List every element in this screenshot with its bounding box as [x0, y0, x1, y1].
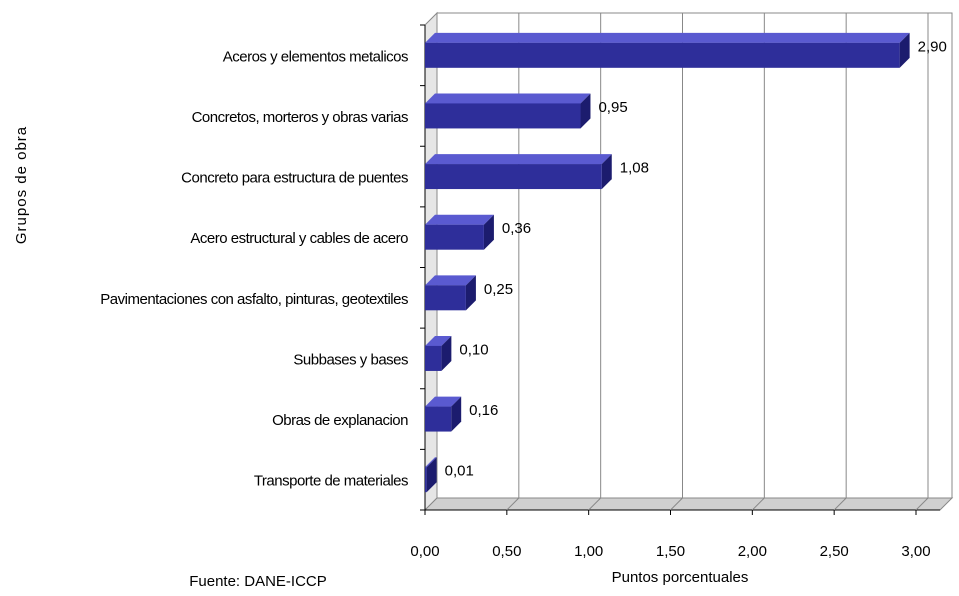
grid-line	[588, 497, 602, 511]
bar-side	[451, 396, 462, 432]
y-tick-label: Concreto para estructura de puentes	[181, 170, 408, 187]
y-tick-label: Aceros y elementos metalicos	[223, 48, 408, 65]
y-tick-label: Pavimentaciones con asfalto, pinturas, g…	[100, 291, 408, 308]
value-label: 0,10	[459, 341, 488, 358]
bar-side	[483, 214, 494, 250]
grid-line	[915, 497, 929, 511]
bar-top	[425, 154, 612, 165]
value-label: 0,36	[502, 220, 531, 237]
x-tick-label: 1,50	[656, 543, 685, 560]
bar-side	[465, 275, 476, 311]
grid-line	[670, 497, 683, 511]
x-tick-label: 0,00	[410, 543, 439, 560]
value-label: 1,08	[620, 160, 649, 177]
x-tick-label: 0,50	[492, 543, 521, 560]
source-note: Fuente: DANE-ICCP	[189, 573, 327, 590]
bar	[425, 103, 581, 129]
bar-top	[425, 457, 437, 468]
value-label: 0,16	[469, 402, 498, 419]
x-tick-label: 1,00	[574, 543, 603, 560]
bar	[425, 406, 452, 432]
value-label: 0,25	[484, 281, 513, 298]
x-tick-label: 2,00	[738, 543, 767, 560]
bar	[425, 467, 427, 493]
y-tick-label: Acero estructural y cables de acero	[190, 230, 408, 247]
y-tick-label: Obras de explanacion	[272, 412, 408, 429]
bar-top	[425, 214, 494, 225]
bar	[425, 345, 442, 371]
x-tick-label: 2,50	[820, 543, 849, 560]
value-label: 0,01	[445, 463, 474, 480]
bar-top	[425, 275, 476, 286]
bar-top	[425, 32, 910, 43]
bar	[425, 42, 900, 68]
bar	[425, 224, 484, 250]
x-tick-label: 3,00	[901, 543, 930, 560]
side-wall	[424, 11, 438, 512]
bar-top	[425, 396, 462, 407]
x-axis-label: Puntos porcentuales	[612, 569, 749, 586]
bar-side	[601, 154, 612, 190]
grid-line	[506, 497, 520, 511]
y-tick-label: Concretos, morteros y obras varias	[192, 109, 408, 126]
y-axis-label: Grupos de obra	[13, 126, 30, 244]
grid-line	[751, 497, 765, 511]
y-tick-label: Transporte de materiales	[254, 473, 408, 490]
back-wall	[436, 12, 953, 499]
floor	[423, 497, 954, 511]
bar-side	[426, 457, 437, 493]
bar-side	[441, 335, 452, 371]
bar-side	[899, 32, 910, 68]
bar-top	[425, 93, 591, 104]
bar	[425, 164, 602, 190]
bar-side	[580, 93, 591, 129]
value-label: 0,95	[598, 99, 627, 116]
y-tick-label: Subbases y bases	[293, 351, 408, 368]
grid-line	[833, 497, 847, 511]
bar-top	[425, 335, 452, 346]
bar	[425, 285, 466, 311]
value-label: 2,90	[918, 38, 947, 55]
